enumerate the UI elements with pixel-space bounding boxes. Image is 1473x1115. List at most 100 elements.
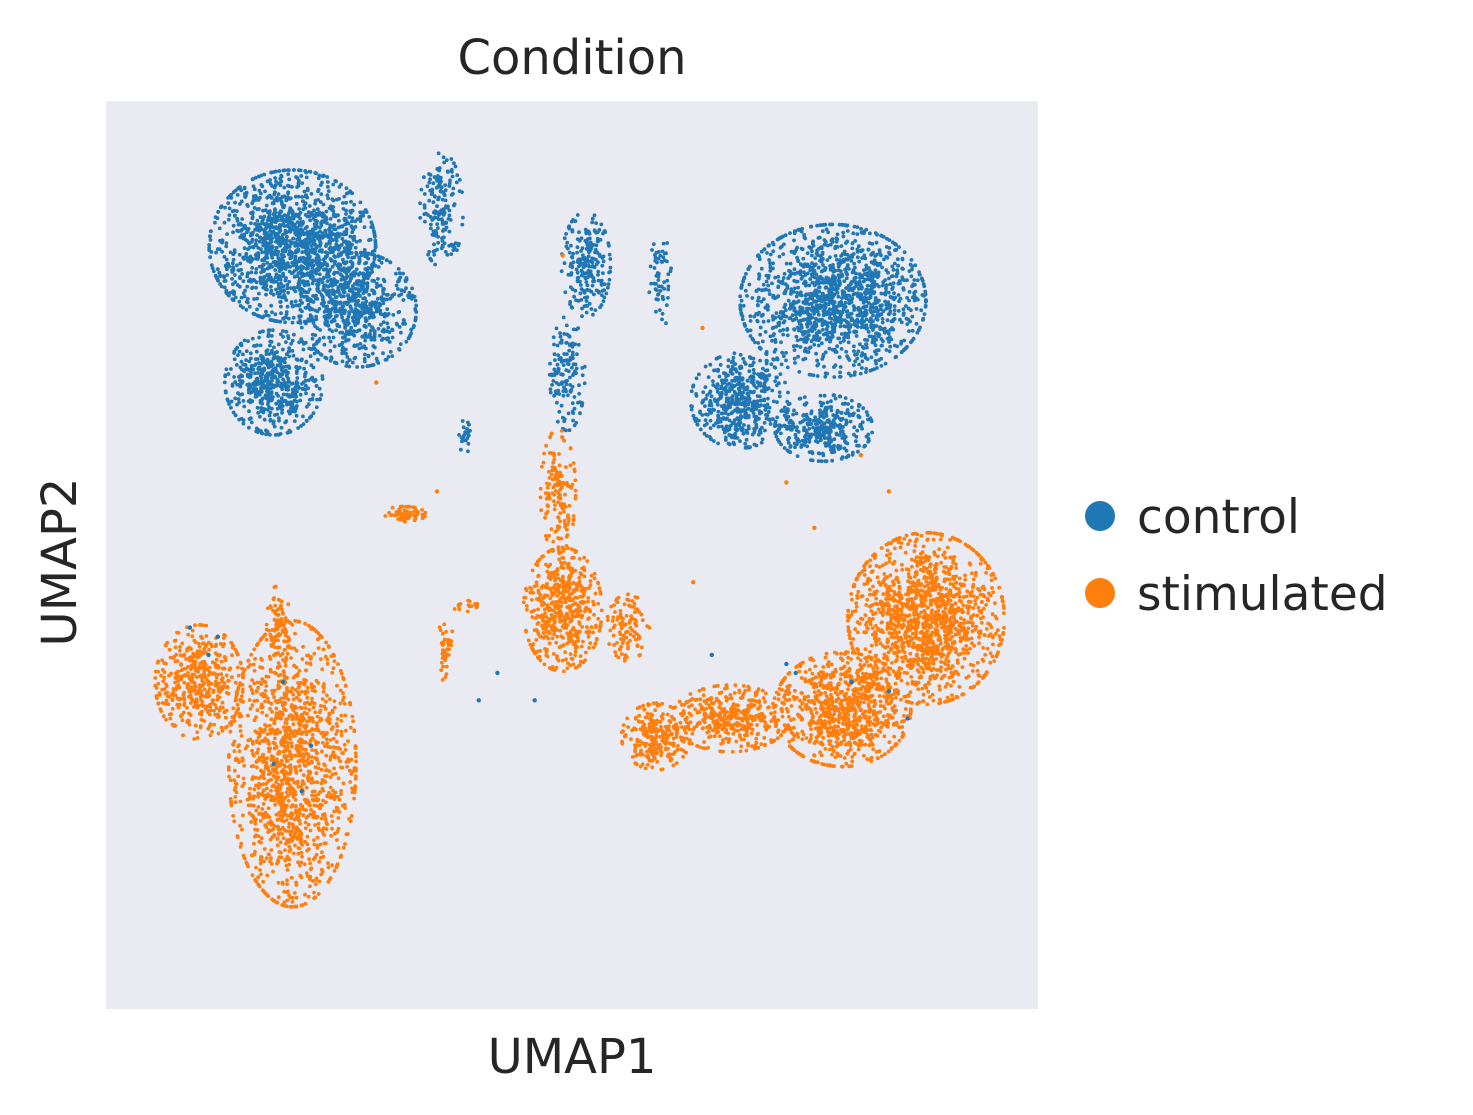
point-control [307, 231, 312, 235]
point-control [717, 374, 722, 379]
point-control [356, 298, 361, 303]
point-control [830, 293, 834, 298]
point-control [568, 285, 573, 289]
point-control [268, 262, 273, 267]
point-control [843, 300, 848, 305]
point-control [827, 316, 832, 320]
point-control [607, 277, 612, 282]
point-control [387, 340, 392, 344]
point-control [914, 321, 919, 326]
point-control [303, 237, 308, 242]
point-control [274, 245, 279, 250]
point-control [299, 325, 304, 330]
point-control [559, 382, 564, 386]
point-control [433, 209, 437, 214]
point-control [708, 362, 713, 367]
point-control [364, 210, 369, 215]
point-control [251, 245, 256, 250]
point-control [583, 295, 587, 300]
point-control [792, 356, 797, 361]
point-control [885, 255, 890, 260]
point-control [660, 249, 665, 254]
point-control [397, 347, 401, 351]
point-control [350, 216, 355, 221]
point-control [258, 374, 263, 378]
point-control [665, 278, 670, 283]
point-control [290, 320, 295, 325]
point-control [262, 214, 267, 219]
point-control [254, 238, 258, 243]
point-control [282, 241, 287, 246]
point-control [313, 333, 318, 337]
point-control [424, 211, 428, 216]
point-control [887, 238, 892, 243]
point-control [246, 339, 250, 343]
point-control [833, 305, 838, 310]
point-control [759, 440, 764, 445]
point-control [347, 358, 352, 362]
point-control [233, 200, 238, 205]
point-control [666, 296, 670, 300]
point-control [842, 279, 847, 283]
point-control [858, 307, 862, 312]
point-control [290, 185, 294, 189]
point-control [362, 359, 367, 364]
point-control [875, 263, 880, 268]
point-control [726, 364, 731, 369]
point-control [328, 282, 333, 287]
point-control [905, 295, 909, 300]
point-control [888, 311, 892, 316]
point-control [233, 380, 238, 384]
point-control [321, 335, 326, 340]
point-control [385, 313, 390, 318]
point-control [252, 206, 257, 210]
point-control [891, 268, 896, 272]
point-control [807, 319, 812, 323]
point-control [396, 267, 401, 271]
point-control [334, 361, 339, 365]
point-control [396, 287, 400, 291]
point-control [271, 278, 276, 282]
point-control [353, 307, 358, 311]
point-control [225, 267, 229, 272]
point-control [310, 259, 314, 264]
point-control [215, 267, 220, 272]
point-control [306, 210, 311, 215]
point-control [345, 240, 350, 245]
point-control [608, 265, 613, 270]
point-control [270, 328, 275, 332]
point-control [721, 427, 726, 432]
point-control [412, 294, 417, 299]
point-control [397, 293, 401, 298]
point-control [301, 387, 306, 391]
point-control [771, 249, 776, 254]
point-control [847, 301, 852, 306]
point-control [839, 332, 844, 336]
point-control [666, 284, 671, 289]
point-control [257, 390, 262, 394]
point-control [265, 273, 270, 277]
point-control [869, 252, 874, 256]
point-control [223, 373, 228, 377]
point-control [887, 349, 892, 354]
point-control [407, 290, 412, 295]
point-control [368, 334, 372, 339]
point-control [892, 261, 897, 266]
point-control [227, 293, 231, 298]
point-control [873, 359, 878, 363]
point-control [841, 223, 845, 227]
point-control [299, 174, 304, 178]
point-control [584, 280, 589, 284]
point-control [852, 261, 857, 266]
point-control [264, 292, 268, 297]
point-control [239, 295, 244, 300]
point-control [224, 241, 229, 246]
point-control [267, 222, 272, 227]
point-control [289, 256, 293, 260]
point-control [564, 341, 569, 345]
point-control [249, 366, 254, 371]
point-control [261, 360, 265, 365]
point-control [873, 260, 878, 265]
point-control [353, 245, 358, 250]
point-control [455, 173, 460, 178]
